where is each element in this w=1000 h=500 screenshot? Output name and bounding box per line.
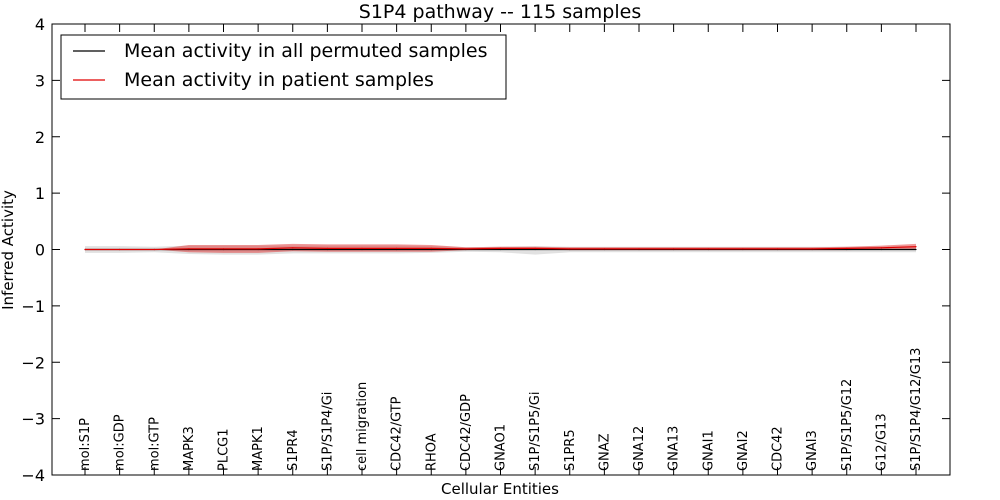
point-series-1 xyxy=(84,248,86,251)
x-tick-label: mol:GDP xyxy=(113,414,128,471)
point-series-1 xyxy=(915,246,917,248)
y-tick-label: 4 xyxy=(35,15,45,34)
point-series-1 xyxy=(119,248,121,251)
x-tick-label: S1PR4 xyxy=(286,429,301,471)
y-tick-label: −2 xyxy=(21,353,45,372)
point-series-1 xyxy=(534,247,536,249)
point-series-1 xyxy=(465,248,467,250)
point-series-1 xyxy=(292,247,294,249)
point-series-0 xyxy=(846,248,848,251)
legend-label-permuted: Mean activity in all permuted samples xyxy=(124,40,487,62)
x-tick-label: MAPK3 xyxy=(182,426,197,471)
x-tick-label: GNAI3 xyxy=(805,430,820,471)
x-tick-label: G12/G13 xyxy=(874,413,889,471)
x-tick-label: S1P/S1P5/G12 xyxy=(840,379,855,471)
point-series-1 xyxy=(776,248,779,250)
x-tick-label: S1PR5 xyxy=(563,429,578,471)
point-series-0 xyxy=(534,248,536,251)
point-series-0 xyxy=(326,248,328,251)
point-series-0 xyxy=(915,248,917,251)
y-tick-label: 3 xyxy=(35,71,45,90)
point-series-0 xyxy=(499,248,502,251)
point-series-1 xyxy=(153,248,155,251)
x-tick-label: GNAO1 xyxy=(494,424,509,471)
x-axis-label: Cellular Entities xyxy=(441,480,559,498)
point-series-1 xyxy=(811,248,813,250)
x-tick-label: GNA12 xyxy=(632,426,647,471)
point-series-1 xyxy=(707,248,709,250)
x-tick-label: PLCG1 xyxy=(217,428,232,471)
point-series-1 xyxy=(569,248,571,250)
legend-box xyxy=(60,34,507,100)
y-tick-label: 1 xyxy=(35,184,45,203)
y-axis-label: Inferred Activity xyxy=(0,190,17,310)
y-tick-label: 2 xyxy=(35,128,45,147)
x-tick-label: CDC42 xyxy=(771,426,786,471)
y-tick-label: −3 xyxy=(21,410,45,429)
x-tick-label: GNA13 xyxy=(667,426,682,471)
point-series-1 xyxy=(396,247,398,249)
series-lines xyxy=(84,246,917,251)
y-tick-label: −1 xyxy=(21,297,45,316)
x-tick-label: cell migration xyxy=(355,382,370,471)
point-series-0 xyxy=(396,248,398,251)
point-series-1 xyxy=(880,247,883,249)
x-tick-label: GNAI2 xyxy=(736,430,751,471)
point-series-1 xyxy=(222,248,225,250)
point-series-1 xyxy=(742,248,744,250)
point-series-1 xyxy=(499,247,502,249)
point-series-1 xyxy=(638,248,640,250)
x-tick-label: S1P/S1P4/Gi xyxy=(320,392,335,471)
point-series-1 xyxy=(188,248,190,250)
x-tick-label: MAPK1 xyxy=(251,426,266,471)
x-tick-label: S1P/S1P4/G12/G13 xyxy=(909,348,924,471)
point-series-1 xyxy=(326,247,328,249)
point-series-1 xyxy=(430,247,432,249)
x-tick-label: CDC42/GTP xyxy=(390,396,405,471)
point-series-0 xyxy=(292,248,294,251)
point-series-1 xyxy=(361,247,363,249)
y-tick-label: −4 xyxy=(21,466,45,485)
x-axis-ticks: mol:S1P mol:GDP mol:GTP MAPK3 PLCG1 MAPK1 S1PR… xyxy=(78,24,924,475)
legend: Mean activity in all permuted samples Me… xyxy=(60,34,507,100)
point-series-0 xyxy=(361,248,363,251)
point-series-0 xyxy=(880,248,883,251)
chart-title: S1P4 pathway -- 115 samples xyxy=(359,1,641,23)
point-series-1 xyxy=(603,248,606,250)
x-tick-label: mol:GTP xyxy=(147,417,162,471)
point-series-1 xyxy=(846,247,848,249)
y-axis-ticks: −4 −3 −2 −1 0 1 2 3 4 xyxy=(21,15,950,485)
x-tick-label: mol:S1P xyxy=(78,418,93,471)
point-series-1 xyxy=(257,248,259,250)
x-tick-label: GNAI1 xyxy=(701,430,716,471)
y-tick-label: 0 xyxy=(35,241,45,260)
point-series-1 xyxy=(673,248,675,250)
x-tick-label: S1P/S1P5/Gi xyxy=(528,392,543,471)
point-series-0 xyxy=(430,248,432,251)
x-tick-label: RHOA xyxy=(424,433,439,471)
x-tick-label: GNAZ xyxy=(597,433,612,471)
x-tick-label: CDC42/GDP xyxy=(459,394,474,471)
legend-label-patient: Mean activity in patient samples xyxy=(124,69,434,91)
